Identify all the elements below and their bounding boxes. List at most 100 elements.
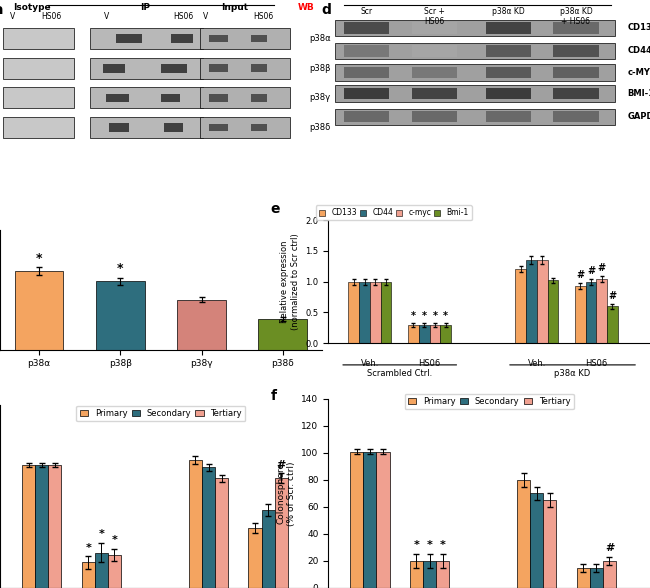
Text: p38γ: p38γ bbox=[309, 93, 330, 102]
FancyBboxPatch shape bbox=[251, 64, 267, 72]
Bar bbox=[575, 286, 586, 343]
FancyBboxPatch shape bbox=[335, 64, 615, 81]
Text: *: * bbox=[98, 529, 104, 539]
FancyBboxPatch shape bbox=[486, 111, 531, 122]
FancyBboxPatch shape bbox=[344, 111, 389, 122]
Text: *: * bbox=[117, 262, 124, 275]
Bar bbox=[48, 465, 61, 588]
FancyBboxPatch shape bbox=[486, 66, 531, 78]
Bar bbox=[526, 260, 537, 343]
Text: *: * bbox=[432, 310, 437, 320]
Text: *: * bbox=[413, 540, 419, 550]
Bar bbox=[607, 306, 618, 343]
Bar bbox=[275, 479, 288, 588]
FancyBboxPatch shape bbox=[90, 117, 203, 138]
FancyBboxPatch shape bbox=[90, 28, 203, 49]
FancyBboxPatch shape bbox=[106, 93, 129, 102]
FancyBboxPatch shape bbox=[170, 34, 193, 43]
Text: a: a bbox=[0, 4, 3, 18]
Text: HS06: HS06 bbox=[174, 12, 194, 21]
Text: Input: Input bbox=[222, 4, 248, 12]
Bar bbox=[515, 269, 526, 343]
Text: HS06: HS06 bbox=[254, 12, 274, 21]
FancyBboxPatch shape bbox=[553, 111, 599, 122]
Bar bbox=[177, 299, 226, 350]
Bar bbox=[376, 452, 389, 588]
Y-axis label: Colonosphere
(% of Scr. ctrl): Colonosphere (% of Scr. ctrl) bbox=[276, 461, 296, 526]
Text: CD44: CD44 bbox=[627, 46, 650, 55]
Text: CD133: CD133 bbox=[627, 24, 650, 32]
FancyBboxPatch shape bbox=[251, 35, 267, 42]
Bar bbox=[603, 561, 616, 588]
FancyBboxPatch shape bbox=[486, 22, 531, 34]
Y-axis label: Relative expression
(normalized to Scr ctrl): Relative expression (normalized to Scr c… bbox=[280, 233, 300, 330]
Text: Scrambled Ctrl.: Scrambled Ctrl. bbox=[367, 369, 432, 378]
FancyBboxPatch shape bbox=[90, 88, 203, 108]
FancyBboxPatch shape bbox=[412, 45, 457, 56]
FancyBboxPatch shape bbox=[3, 117, 74, 138]
Bar bbox=[590, 568, 603, 588]
Text: *: * bbox=[422, 310, 426, 320]
Bar bbox=[22, 465, 35, 588]
FancyBboxPatch shape bbox=[335, 43, 615, 59]
Bar bbox=[436, 561, 449, 588]
Text: HS06: HS06 bbox=[585, 359, 608, 368]
Text: GAPDH: GAPDH bbox=[627, 112, 650, 121]
FancyBboxPatch shape bbox=[200, 117, 290, 138]
Text: c-MYC: c-MYC bbox=[627, 68, 650, 77]
Bar bbox=[215, 479, 228, 588]
Text: HS06: HS06 bbox=[419, 359, 441, 368]
FancyBboxPatch shape bbox=[3, 28, 74, 49]
FancyBboxPatch shape bbox=[209, 64, 228, 72]
FancyBboxPatch shape bbox=[209, 35, 228, 42]
Text: #: # bbox=[587, 266, 595, 276]
FancyBboxPatch shape bbox=[209, 123, 228, 132]
Text: *: * bbox=[426, 540, 432, 550]
FancyBboxPatch shape bbox=[164, 123, 183, 132]
Text: *: * bbox=[111, 535, 118, 545]
Text: p38α KD: p38α KD bbox=[492, 6, 525, 15]
FancyBboxPatch shape bbox=[344, 66, 389, 78]
Bar bbox=[82, 562, 95, 588]
Text: BMI-1: BMI-1 bbox=[627, 89, 650, 98]
FancyBboxPatch shape bbox=[486, 45, 531, 56]
FancyBboxPatch shape bbox=[3, 58, 74, 79]
FancyBboxPatch shape bbox=[335, 109, 615, 125]
Text: V: V bbox=[103, 12, 109, 21]
Text: *: * bbox=[411, 310, 416, 320]
Text: V: V bbox=[203, 12, 209, 21]
FancyBboxPatch shape bbox=[553, 45, 599, 56]
Legend: Primary, Secondary, Tertiary: Primary, Secondary, Tertiary bbox=[405, 393, 573, 409]
FancyBboxPatch shape bbox=[412, 111, 457, 122]
Bar bbox=[189, 460, 202, 588]
Text: p38α: p38α bbox=[309, 34, 331, 43]
Bar bbox=[359, 282, 370, 343]
Bar bbox=[350, 452, 363, 588]
Bar bbox=[370, 282, 381, 343]
Text: *: * bbox=[36, 252, 42, 265]
FancyBboxPatch shape bbox=[90, 58, 203, 79]
Bar bbox=[202, 467, 215, 588]
Bar bbox=[348, 282, 359, 343]
Text: p38α KD: p38α KD bbox=[554, 369, 591, 378]
Text: Scr +
HS06: Scr + HS06 bbox=[424, 6, 445, 26]
FancyBboxPatch shape bbox=[209, 94, 228, 102]
Text: IP: IP bbox=[140, 4, 150, 12]
Text: #: # bbox=[597, 263, 606, 273]
FancyBboxPatch shape bbox=[161, 93, 180, 102]
FancyBboxPatch shape bbox=[335, 85, 615, 102]
Bar bbox=[381, 282, 391, 343]
Text: #: # bbox=[604, 543, 614, 553]
Bar bbox=[95, 553, 108, 588]
FancyBboxPatch shape bbox=[109, 123, 129, 132]
Text: #: # bbox=[276, 460, 286, 470]
Bar bbox=[547, 280, 558, 343]
FancyBboxPatch shape bbox=[200, 88, 290, 108]
Bar bbox=[96, 282, 145, 350]
Bar bbox=[363, 452, 376, 588]
FancyBboxPatch shape bbox=[161, 64, 187, 72]
FancyBboxPatch shape bbox=[344, 45, 389, 56]
Text: #: # bbox=[608, 292, 616, 302]
Text: Veh.: Veh. bbox=[528, 359, 546, 368]
Text: *: * bbox=[439, 540, 445, 550]
